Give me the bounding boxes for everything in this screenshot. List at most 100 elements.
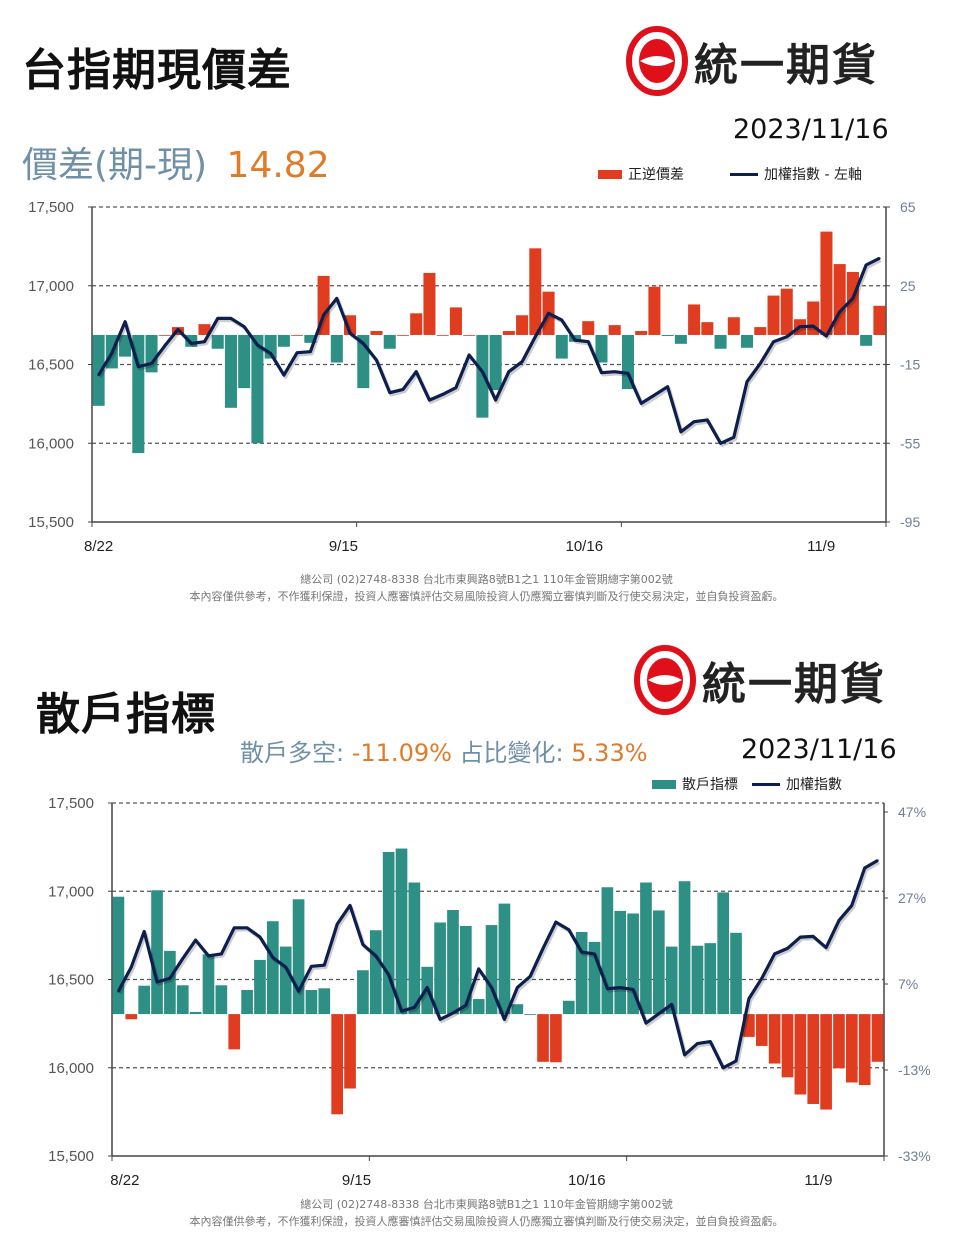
index-point <box>415 370 418 373</box>
index-point <box>229 317 233 320</box>
bar <box>717 892 729 1015</box>
bar <box>595 334 608 363</box>
index-point <box>123 320 127 323</box>
index-point <box>297 990 300 993</box>
bar <box>224 334 237 408</box>
right-tick-label: -55 <box>900 435 920 451</box>
bar <box>211 334 224 349</box>
bar <box>344 315 357 335</box>
bar <box>562 1000 575 1015</box>
bar <box>701 322 714 335</box>
bar <box>550 1014 562 1063</box>
bar <box>768 1014 781 1064</box>
index-point <box>181 957 184 960</box>
bar <box>485 925 498 1015</box>
index-point <box>772 340 775 343</box>
bar <box>691 945 704 1015</box>
bar <box>688 304 701 335</box>
bar <box>582 321 595 335</box>
index-point <box>825 334 828 338</box>
index-point <box>639 402 643 405</box>
bar <box>807 1014 820 1104</box>
index-point <box>503 1018 506 1021</box>
bar <box>158 334 171 336</box>
bar <box>92 334 105 406</box>
brand-logo-icon <box>634 645 696 715</box>
index-point <box>719 442 722 445</box>
bar <box>860 334 873 346</box>
bar <box>382 851 395 1015</box>
index-point <box>626 372 630 375</box>
ratio-change-value: 5.33% <box>571 739 648 767</box>
bar <box>423 272 436 335</box>
bar <box>767 295 780 335</box>
index-point <box>282 373 286 377</box>
index-point <box>679 430 683 433</box>
index-point <box>150 362 153 365</box>
index-point <box>507 370 511 373</box>
index-point <box>759 362 762 365</box>
index-point <box>613 370 616 373</box>
bar <box>185 334 198 347</box>
bar <box>370 331 383 335</box>
right-tick-label: 27% <box>898 890 926 906</box>
index-point <box>864 263 868 267</box>
bar <box>396 334 409 336</box>
left-tick-label: 16,000 <box>48 1060 94 1077</box>
index-point <box>216 317 219 320</box>
index-point <box>401 388 405 391</box>
report-date-2: 2023/11/16 <box>741 734 897 765</box>
bar <box>292 899 305 1015</box>
index-point <box>387 973 390 976</box>
index-point <box>256 343 259 347</box>
footer-disclaimer: 本內容僅供參考，不作獲利保證，投資人應審慎評估交易風險投資人仍應獨立審慎判斷及行… <box>189 590 784 603</box>
bar <box>755 1014 768 1046</box>
index-point <box>692 420 696 423</box>
x-tick-label: 11/9 <box>804 1172 832 1189</box>
bar <box>408 882 421 1015</box>
index-point <box>155 980 159 984</box>
index-point <box>631 988 635 991</box>
index-point <box>745 380 749 383</box>
bar <box>447 910 459 1015</box>
left-tick-label: 15,500 <box>28 514 74 531</box>
right-tick-label: -15 <box>900 357 920 373</box>
bar <box>291 334 304 336</box>
index-point <box>732 436 736 439</box>
legend-bar-swatch <box>598 169 622 179</box>
index-point <box>441 393 444 396</box>
index-point <box>323 964 326 967</box>
bar <box>472 999 485 1015</box>
index-point <box>824 946 828 949</box>
index-point <box>786 947 789 950</box>
index-point <box>258 935 262 939</box>
index-point <box>534 335 537 338</box>
index-point <box>653 393 656 397</box>
ratio-change-label: 占比變化: <box>459 739 564 767</box>
index-point <box>137 365 140 368</box>
bar <box>640 882 652 1015</box>
bar <box>730 932 742 1015</box>
bar <box>138 985 150 1015</box>
bar <box>727 317 740 335</box>
bar <box>460 925 472 1015</box>
bar <box>267 921 279 1015</box>
left-tick-label: 16,500 <box>28 357 74 374</box>
index-point <box>837 919 841 922</box>
footer-company: 總公司 (02)2748-8338 台北市東興路8號B1之1 110年金管期總字… <box>300 1198 673 1211</box>
index-point <box>310 965 313 968</box>
index-point <box>528 975 532 978</box>
x-tick-label: 11/9 <box>807 538 835 555</box>
index-point <box>812 935 815 938</box>
index-point <box>876 859 879 862</box>
bar <box>198 324 211 335</box>
index-point <box>547 312 550 315</box>
index-point <box>878 257 881 260</box>
index-point <box>438 1018 442 1021</box>
right-tick-label: 65 <box>900 199 916 215</box>
index-point <box>670 1003 673 1006</box>
index-point <box>760 977 763 980</box>
index-point <box>361 943 365 946</box>
index-point <box>220 952 223 956</box>
